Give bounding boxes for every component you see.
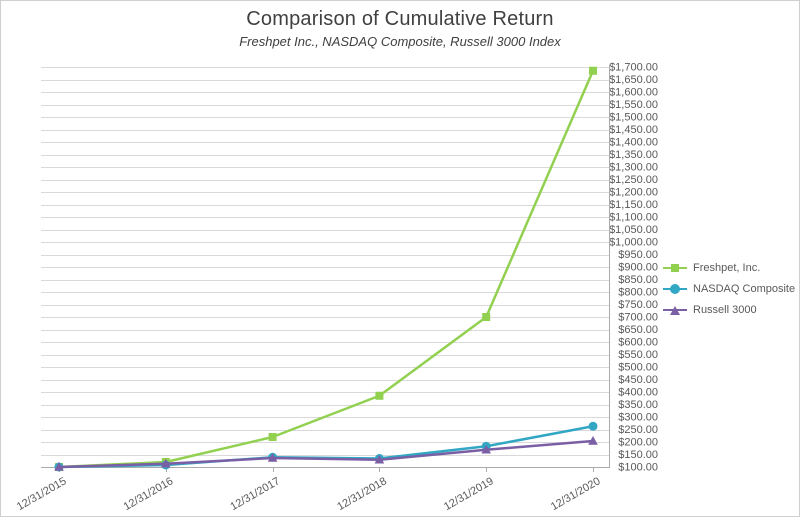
- svg-text:$1,350.00: $1,350.00: [609, 149, 658, 161]
- x-axis-labels: 12/31/2015 12/31/2016 12/31/2017 12/31/2018…: [15, 475, 603, 513]
- svg-text:$200.00: $200.00: [618, 437, 658, 449]
- svg-text:$750.00: $750.00: [618, 299, 658, 311]
- series-freshpet-inc: [55, 66, 597, 471]
- chart-subtitle: Freshpet Inc., NASDAQ Composite, Russell…: [239, 34, 561, 49]
- svg-text:$650.00: $650.00: [618, 324, 658, 336]
- legend-label: NASDAQ Composite: [693, 282, 796, 295]
- svg-text:$850.00: $850.00: [618, 274, 658, 286]
- svg-text:$1,000.00: $1,000.00: [609, 237, 658, 249]
- svg-text:$800.00: $800.00: [618, 287, 658, 299]
- square-marker-icon: [663, 262, 687, 274]
- svg-text:$1,650.00: $1,650.00: [609, 74, 658, 86]
- svg-text:$1,200.00: $1,200.00: [609, 187, 658, 199]
- y-axis-labels: $100.00$150.00$200.00$250.00$300.00$350.…: [609, 62, 658, 474]
- legend-item-russell: Russell 3000: [663, 299, 795, 320]
- svg-text:12/31/2017: 12/31/2017: [228, 475, 282, 513]
- svg-text:$1,300.00: $1,300.00: [609, 162, 658, 174]
- svg-text:$500.00: $500.00: [618, 362, 658, 374]
- svg-text:$1,100.00: $1,100.00: [609, 212, 658, 224]
- svg-text:$950.00: $950.00: [618, 249, 658, 261]
- chart-title: Comparison of Cumulative Return: [246, 8, 554, 30]
- svg-text:$1,400.00: $1,400.00: [609, 137, 658, 149]
- svg-text:$450.00: $450.00: [618, 374, 658, 386]
- svg-text:12/31/2015: 12/31/2015: [15, 475, 69, 513]
- svg-text:12/31/2016: 12/31/2016: [122, 475, 176, 513]
- legend-item-nasdaq: NASDAQ Composite: [663, 278, 795, 299]
- svg-text:$1,550.00: $1,550.00: [609, 99, 658, 111]
- svg-text:$250.00: $250.00: [618, 424, 658, 436]
- svg-text:$1,700.00: $1,700.00: [609, 62, 658, 74]
- svg-text:12/31/2020: 12/31/2020: [549, 475, 603, 513]
- axes: [41, 65, 610, 472]
- circle-marker-icon: [663, 283, 687, 295]
- svg-text:$100.00: $100.00: [618, 462, 658, 474]
- svg-text:$600.00: $600.00: [618, 337, 658, 349]
- svg-text:$1,500.00: $1,500.00: [609, 112, 658, 124]
- svg-text:$1,600.00: $1,600.00: [609, 87, 658, 99]
- svg-text:$700.00: $700.00: [618, 312, 658, 324]
- legend-item-freshpet: Freshpet, Inc.: [663, 257, 795, 278]
- svg-text:12/31/2018: 12/31/2018: [335, 475, 389, 513]
- svg-text:$1,450.00: $1,450.00: [609, 124, 658, 136]
- svg-text:$900.00: $900.00: [618, 262, 658, 274]
- svg-text:$1,050.00: $1,050.00: [609, 224, 658, 236]
- svg-text:$150.00: $150.00: [618, 449, 658, 461]
- svg-text:$350.00: $350.00: [618, 399, 658, 411]
- svg-text:$300.00: $300.00: [618, 412, 658, 424]
- legend-label: Freshpet, Inc.: [693, 261, 761, 274]
- svg-text:$550.00: $550.00: [618, 349, 658, 361]
- legend-label: Russell 3000: [693, 303, 757, 316]
- series-russell-3000: [54, 436, 598, 471]
- svg-text:$1,150.00: $1,150.00: [609, 199, 658, 211]
- svg-text:$400.00: $400.00: [618, 387, 658, 399]
- svg-text:$1,250.00: $1,250.00: [609, 174, 658, 186]
- triangle-marker-icon: [663, 304, 687, 316]
- svg-text:12/31/2019: 12/31/2019: [442, 475, 496, 513]
- legend: Freshpet, Inc. NASDAQ Composite Russell …: [663, 257, 795, 320]
- gridlines: [41, 67, 609, 468]
